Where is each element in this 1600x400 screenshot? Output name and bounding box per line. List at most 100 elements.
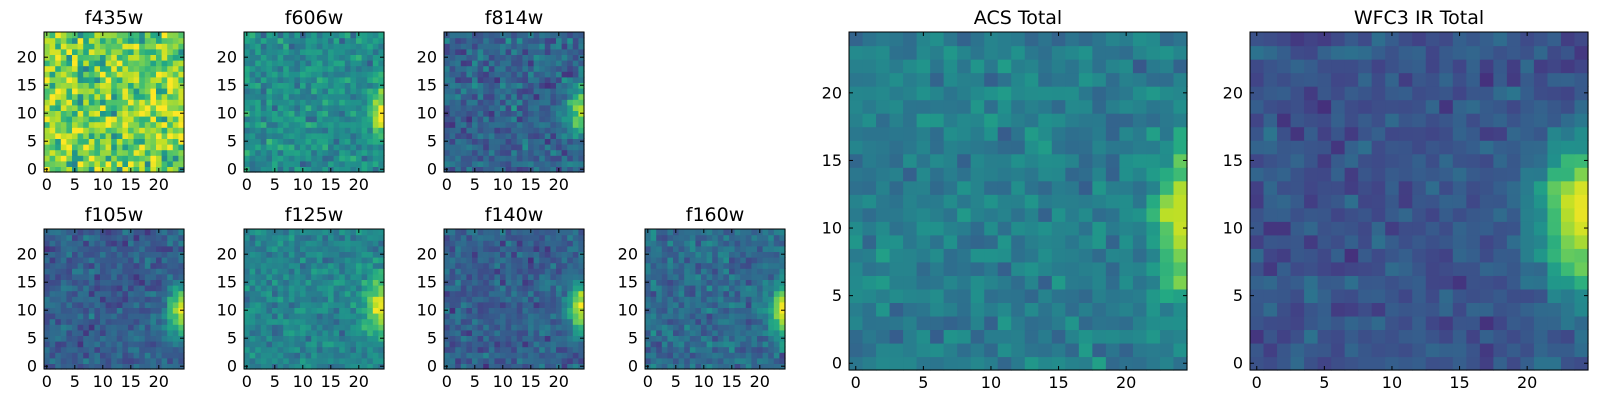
heatmap-cell xyxy=(667,301,674,308)
heatmap-cell xyxy=(729,324,736,331)
heatmap-cell xyxy=(561,104,568,111)
heatmap-cell xyxy=(544,357,551,364)
heatmap-cell xyxy=(533,71,540,78)
heatmap-cell xyxy=(528,48,535,55)
heatmap-cell xyxy=(500,357,507,364)
heatmap-cell xyxy=(105,71,112,78)
heatmap-cell xyxy=(372,76,379,83)
heatmap-cell xyxy=(172,234,179,241)
heatmap-cell xyxy=(712,346,719,353)
heatmap-cell xyxy=(455,93,462,100)
heatmap-cell xyxy=(83,48,90,55)
heatmap-cell xyxy=(100,99,107,106)
heatmap-cell xyxy=(528,296,535,303)
heatmap-cells xyxy=(444,229,585,370)
heatmap-cell xyxy=(167,273,174,280)
heatmap-cell xyxy=(322,32,329,39)
heatmap-cell xyxy=(449,88,456,95)
heatmap-cell xyxy=(378,257,385,264)
heatmap-cell xyxy=(305,313,312,320)
heatmap-cell xyxy=(361,104,368,111)
heatmap-cell xyxy=(60,251,67,258)
heatmap-cell xyxy=(266,104,273,111)
heatmap-cell xyxy=(862,153,877,168)
heatmap-cell xyxy=(249,335,256,342)
heatmap-cell xyxy=(305,296,312,303)
heatmap-cell xyxy=(294,285,301,292)
heatmap-cell xyxy=(740,352,747,359)
heatmap-cell xyxy=(272,138,279,145)
heatmap-cell xyxy=(970,234,985,249)
heatmap-cell xyxy=(516,268,523,275)
heatmap-cell xyxy=(444,240,451,247)
heatmap-cell xyxy=(466,240,473,247)
heatmap-cell xyxy=(111,116,118,123)
heatmap-cell xyxy=(544,65,551,72)
heatmap-cell xyxy=(455,307,462,314)
heatmap-cell xyxy=(339,121,346,128)
heatmap-cell xyxy=(172,301,179,308)
heatmap-cell xyxy=(272,329,279,336)
heatmap-cell xyxy=(488,268,495,275)
heatmap-cell xyxy=(156,93,163,100)
heatmap-cell xyxy=(1119,288,1134,303)
heatmap-cell xyxy=(372,329,379,336)
heatmap-cell xyxy=(500,257,507,264)
heatmap-cell xyxy=(266,71,273,78)
heatmap-cell xyxy=(116,341,123,348)
heatmap-cell xyxy=(1078,194,1093,209)
heatmap-cell xyxy=(150,88,157,95)
heatmap-cell xyxy=(997,180,1012,195)
heatmap-cell xyxy=(483,245,490,252)
heatmap-cell xyxy=(94,268,101,275)
heatmap-cell xyxy=(105,82,112,89)
heatmap-cell xyxy=(751,346,758,353)
heatmap-cell xyxy=(255,335,262,342)
heatmap-cell xyxy=(483,329,490,336)
heatmap-cell xyxy=(294,301,301,308)
heatmap-cell xyxy=(161,341,168,348)
heatmap-cell xyxy=(477,307,484,314)
heatmap-cell xyxy=(684,273,691,280)
heatmap-cell xyxy=(522,229,529,236)
heatmap-cell xyxy=(255,155,262,162)
heatmap-cell xyxy=(167,357,174,364)
heatmap-cell xyxy=(516,273,523,280)
heatmap-cell xyxy=(1065,261,1080,276)
heatmap-cell xyxy=(444,357,451,364)
heatmap-cell xyxy=(466,149,473,156)
heatmap-cell xyxy=(66,229,73,236)
heatmap-cell xyxy=(449,43,456,50)
y-tick-label: 5 xyxy=(427,132,437,151)
heatmap-cell xyxy=(667,324,674,331)
heatmap-cell xyxy=(133,99,140,106)
heatmap-cell xyxy=(567,240,574,247)
heatmap-cell xyxy=(516,99,523,106)
heatmap-cell xyxy=(957,288,972,303)
heatmap-cell xyxy=(100,285,107,292)
heatmap-cell xyxy=(729,357,736,364)
heatmap-cell xyxy=(511,234,518,241)
heatmap-cell xyxy=(488,88,495,95)
heatmap-cell xyxy=(472,346,479,353)
heatmap-cell xyxy=(150,262,157,269)
heatmap-cell xyxy=(511,60,518,67)
heatmap-cell xyxy=(339,60,346,67)
heatmap-cell xyxy=(970,356,985,371)
heatmap-cell xyxy=(661,301,668,308)
heatmap-cell xyxy=(717,357,724,364)
heatmap-cell xyxy=(66,160,73,167)
heatmap-cell xyxy=(172,144,179,151)
heatmap-cell xyxy=(684,341,691,348)
heatmap-cell xyxy=(706,313,713,320)
heatmap-cell xyxy=(522,93,529,100)
heatmap-cell xyxy=(723,307,730,314)
heatmap-cell xyxy=(460,245,467,252)
heatmap-cell xyxy=(556,324,563,331)
heatmap-cell xyxy=(561,290,568,297)
heatmap-cell xyxy=(322,251,329,258)
heatmap-cell xyxy=(361,121,368,128)
heatmap-cell xyxy=(889,153,904,168)
heatmap-cell xyxy=(768,301,775,308)
heatmap-cell xyxy=(266,318,273,325)
